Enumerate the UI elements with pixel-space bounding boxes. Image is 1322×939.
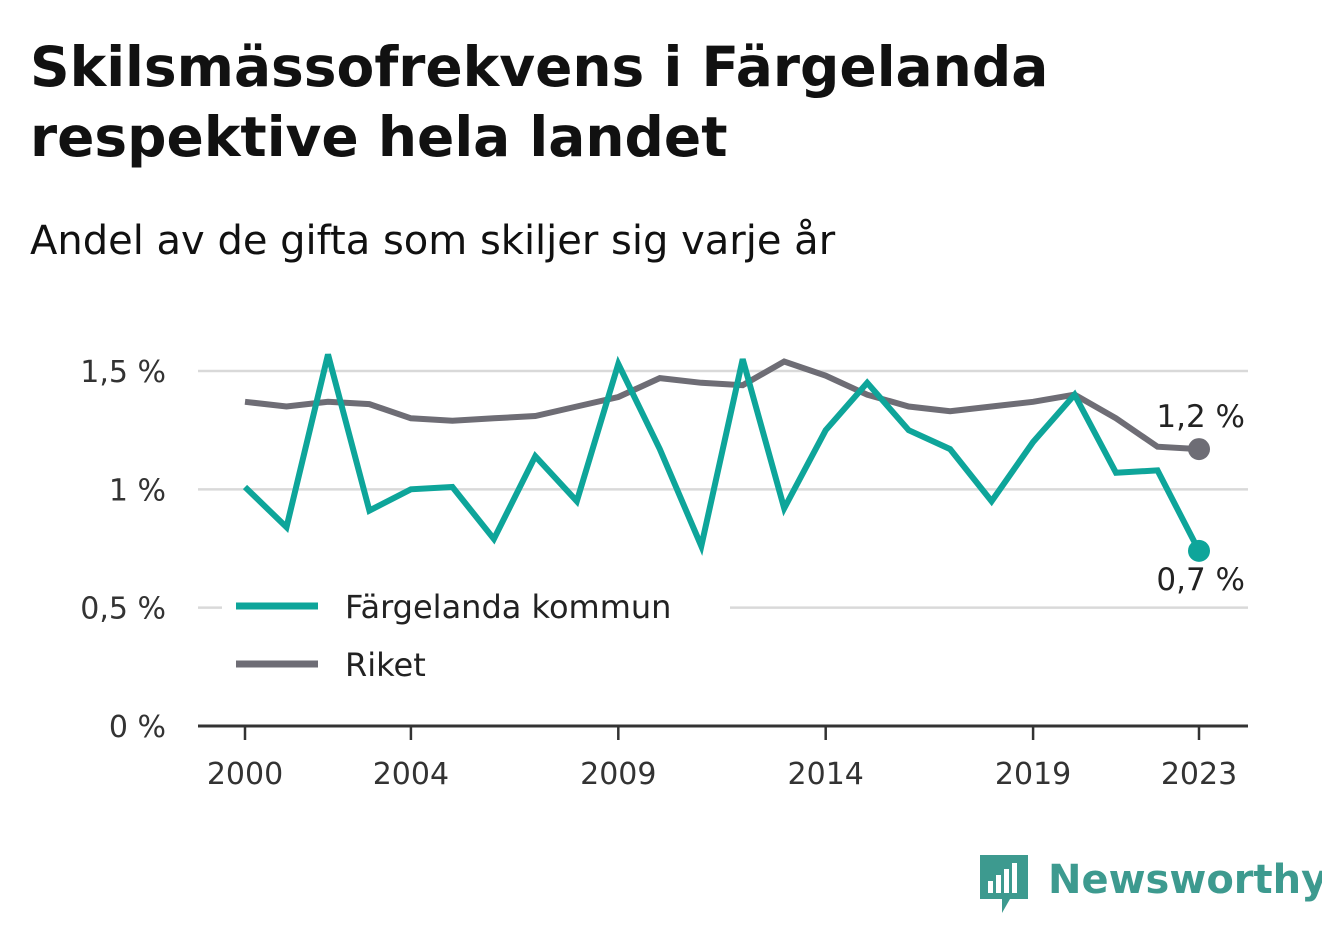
x-axis: 2000 2004 2009 2014 2019 2023: [198, 724, 1248, 792]
series-line-kommun: [242, 353, 1202, 556]
y-tick-label: 1 %: [109, 473, 166, 508]
y-axis-ticks: 0 % 0,5 % 1 % 1,5 %: [80, 355, 166, 745]
x-tick-label: 2014: [788, 757, 864, 792]
end-label-riket: 1,2 %: [1156, 399, 1245, 435]
legend: Färgelanda kommun Riket: [222, 575, 730, 690]
end-markers: 1,2 % 0,7 %: [1156, 399, 1245, 598]
y-tick-label: 0 %: [109, 710, 166, 745]
x-tick-label: 2000: [207, 757, 283, 792]
end-marker-riket: [1188, 438, 1210, 461]
y-tick-label: 1,5 %: [80, 355, 166, 390]
end-marker-kommun: [1188, 539, 1210, 562]
legend-background: [222, 575, 730, 690]
x-tick-label: 2009: [580, 757, 656, 792]
x-tick-label: 2019: [995, 757, 1071, 792]
y-tick-label: 0,5 %: [80, 592, 166, 627]
legend-label-riket: Riket: [345, 646, 426, 684]
series-line-riket: [244, 358, 1200, 453]
brand-name: Newsworthy: [1048, 857, 1322, 903]
bar-chart-badge-icon: [980, 855, 1028, 913]
series-lines: [242, 353, 1202, 556]
x-tick-label: 2023: [1161, 757, 1237, 792]
x-tick-label: 2004: [373, 757, 449, 792]
newsworthy-logo: Newsworthy: [980, 850, 1322, 913]
chart-subtitle: Andel av de gifta som skiljer sig varje …: [30, 218, 836, 264]
legend-label-kommun: Färgelanda kommun: [345, 588, 671, 626]
end-label-kommun: 0,7 %: [1156, 562, 1245, 598]
chart-title: Skilsmässofrekvens i Färgelanda respekti…: [30, 35, 1049, 169]
